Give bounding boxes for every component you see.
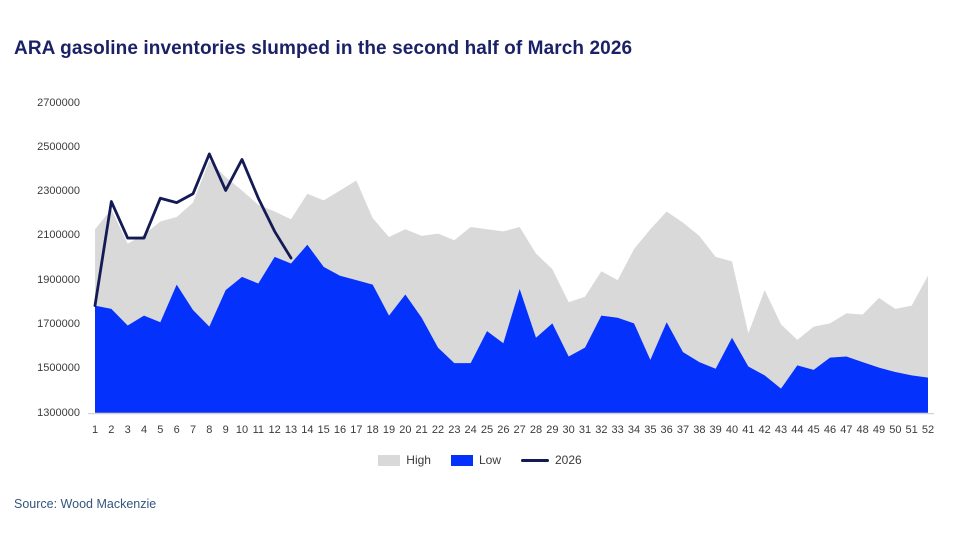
line-2026-swatch-icon: [521, 458, 549, 462]
x-axis-label: 51: [905, 424, 918, 436]
x-axis-label: 14: [301, 424, 314, 436]
x-axis-label: 46: [823, 424, 837, 436]
x-axis-label: 40: [725, 424, 739, 436]
legend-item-low: Low: [450, 453, 501, 467]
x-axis-label: 33: [611, 424, 624, 436]
x-axis-label: 11: [252, 424, 265, 436]
x-axis-label: 4: [140, 424, 148, 436]
x-axis-label: 7: [189, 424, 197, 436]
y-axis-label: 2700000: [37, 96, 80, 109]
x-axis-label: 50: [889, 424, 902, 436]
source-note: Source: Wood Mackenzie: [14, 497, 157, 511]
x-axis-label: 5: [157, 424, 164, 436]
x-axis-label: 12: [268, 424, 281, 436]
low-range-area: [95, 244, 928, 413]
y-axis-label: 2500000: [37, 140, 80, 153]
x-axis-label: 35: [644, 424, 657, 436]
x-axis-label: 3: [124, 424, 131, 436]
x-axis-label: 31: [578, 424, 592, 436]
y-axis-label: 1900000: [37, 273, 80, 286]
x-axis-label: 49: [872, 424, 886, 436]
x-axis-label: 41: [742, 424, 755, 436]
x-axis-label: 44: [791, 424, 804, 436]
x-axis-label: 38: [693, 424, 706, 436]
x-axis-label: 27: [513, 424, 526, 436]
x-axis-label: 6: [173, 424, 180, 436]
y-axis-label: 2300000: [37, 185, 80, 198]
x-axis-label: 13: [284, 424, 298, 436]
x-axis-label: 45: [807, 424, 820, 436]
x-axis-label: 39: [709, 424, 722, 436]
page-title: ARA gasoline inventories slumped in the …: [14, 38, 633, 59]
x-axis-label: 37: [676, 424, 690, 436]
x-axis-label: 29: [546, 424, 559, 436]
x-axis-label: 2: [108, 424, 115, 436]
x-axis-label: 19: [382, 424, 396, 436]
y-axis-label: 1300000: [37, 406, 80, 419]
y-axis-label: 1500000: [37, 362, 80, 375]
x-axis-label: 20: [399, 424, 412, 436]
x-axis-label: 26: [497, 424, 510, 436]
x-axis-label: 48: [856, 424, 869, 436]
chart-legend: High Low 2026: [0, 453, 960, 467]
legend-label-low: Low: [478, 453, 501, 467]
y-axis-label: 1700000: [37, 317, 80, 330]
x-axis-label: 9: [222, 424, 229, 436]
x-axis-label: 23: [448, 424, 461, 436]
x-axis-label: 18: [366, 424, 379, 436]
x-axis-label: 52: [921, 424, 935, 436]
y-axis-label: 2100000: [37, 229, 80, 242]
x-axis-label: 1: [91, 424, 99, 436]
x-axis-label: 30: [562, 424, 575, 436]
legend-item-high: High: [378, 453, 431, 467]
legend-label-2026: 2026: [555, 453, 582, 467]
x-axis-label: 22: [431, 424, 445, 436]
legend-item-2026: 2026: [521, 453, 582, 467]
x-axis-label: 8: [206, 424, 213, 436]
legend-label-high: High: [406, 453, 431, 467]
x-axis-label: 21: [415, 424, 428, 436]
high-swatch-icon: [378, 454, 401, 466]
line-2026: [93, 152, 293, 308]
x-axis-label: 36: [660, 424, 673, 436]
x-axis-label: 28: [529, 424, 543, 436]
x-axis-label: 47: [840, 424, 853, 436]
low-swatch-icon: [450, 454, 473, 466]
x-axis-label: 25: [480, 424, 494, 436]
x-axis-label: 42: [758, 424, 771, 436]
x-axis-label: 24: [464, 424, 477, 436]
x-axis-label: 10: [235, 424, 249, 436]
x-axis-label: 34: [627, 424, 641, 436]
x-axis-label: 17: [350, 424, 363, 436]
x-axis-label: 16: [333, 424, 347, 436]
x-axis-label: 32: [595, 424, 608, 436]
x-axis-label: 43: [774, 424, 788, 436]
x-axis-label: 15: [317, 424, 330, 436]
